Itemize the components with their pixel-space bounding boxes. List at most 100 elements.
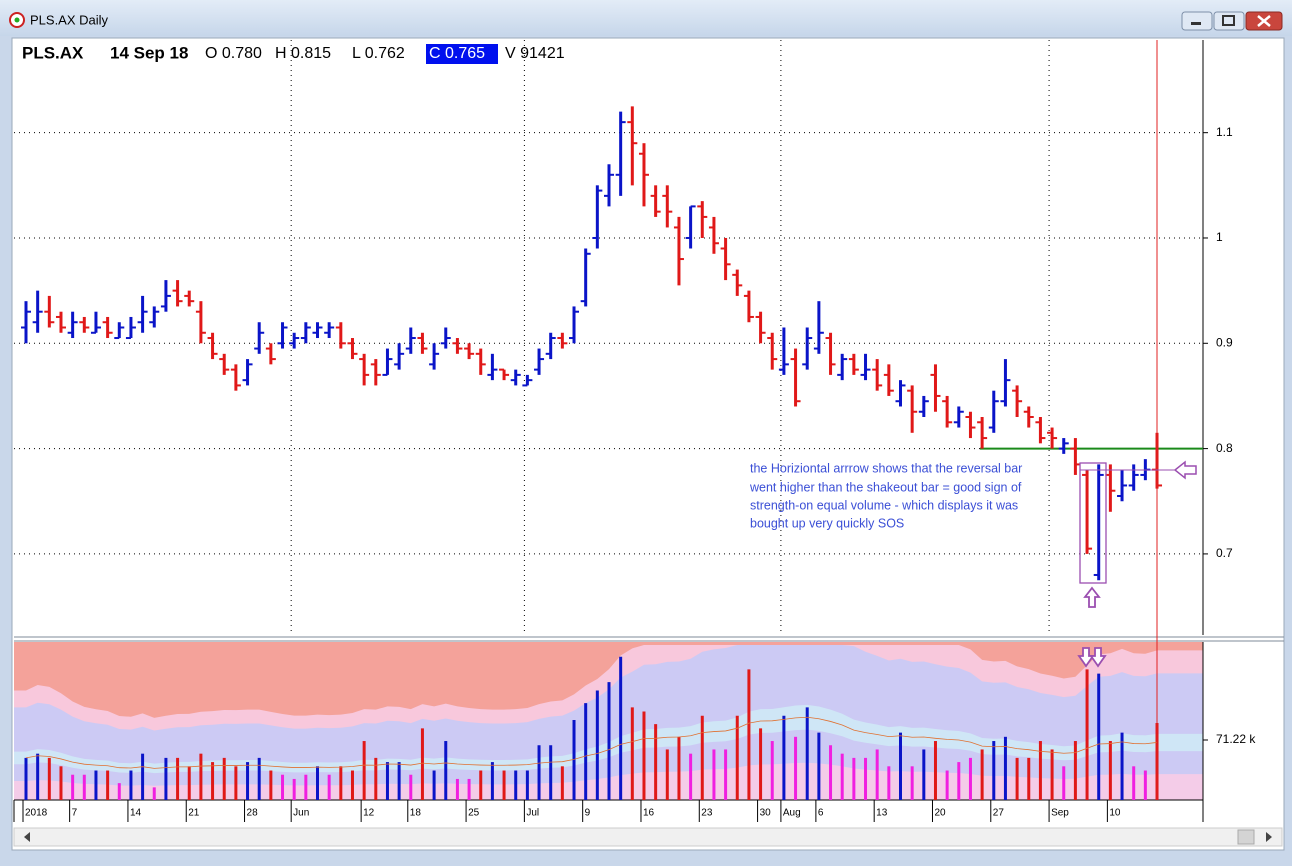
note-line: went higher than the shakeout bar = good… xyxy=(749,480,1022,494)
price-bar xyxy=(802,327,813,370)
price-bar xyxy=(429,343,440,370)
price-bar xyxy=(137,295,148,333)
price-bar xyxy=(405,327,416,354)
close-readout: C 0.765 xyxy=(429,45,485,62)
price-bar xyxy=(32,290,43,333)
chart: 0.7 0.8 0.9 1 1.1 71.22 k 2018 7 14 21 28 Jun 12 18 25… xyxy=(13,40,1256,822)
x-tick-label: 21 xyxy=(188,808,200,819)
price-bar xyxy=(67,311,78,339)
highlight-box xyxy=(1079,462,1107,584)
price-bar xyxy=(277,322,288,349)
price-bar xyxy=(21,301,31,344)
maximize-button[interactable] xyxy=(1213,11,1245,31)
price-bar xyxy=(1058,438,1069,454)
note-line: the Horiziontal arrrow shows that the re… xyxy=(750,461,1022,475)
app-icon-dot xyxy=(14,17,20,23)
price-bar xyxy=(289,332,300,349)
scroll-thumb[interactable] xyxy=(1237,829,1255,845)
price-bar xyxy=(499,368,510,381)
close-button[interactable] xyxy=(1245,11,1283,31)
price-bar xyxy=(604,164,614,207)
y-tick-label: 1 xyxy=(1216,230,1223,244)
volume-readout: V 91421 xyxy=(505,45,565,62)
price-bar xyxy=(1000,359,1011,407)
price-bar xyxy=(895,380,906,407)
x-tick-label: 23 xyxy=(701,808,713,819)
high-readout: H 0.815 xyxy=(275,45,331,62)
price-bar xyxy=(230,364,241,391)
price-bar xyxy=(44,295,55,328)
price-bar xyxy=(697,201,708,238)
price-bar xyxy=(522,374,533,387)
price-bar xyxy=(720,237,731,281)
price-bar xyxy=(160,280,171,312)
price-bar xyxy=(615,111,626,196)
price-bar xyxy=(195,301,206,344)
price-bar xyxy=(569,306,580,344)
price-bar xyxy=(1012,385,1023,418)
price-bar xyxy=(487,353,498,381)
y-tick-label: 0.9 xyxy=(1216,335,1233,349)
price-bar xyxy=(650,185,661,217)
x-tick-label: 7 xyxy=(72,808,78,819)
x-tick-label: 6 xyxy=(818,808,824,819)
price-bar xyxy=(545,332,556,360)
symbol: PLS.AX xyxy=(22,43,84,62)
scroll-left[interactable] xyxy=(24,832,30,842)
price-bar xyxy=(860,353,871,381)
price-bar xyxy=(370,359,381,386)
price-bar xyxy=(417,332,428,354)
price-bar xyxy=(743,290,754,323)
price-bar xyxy=(254,322,265,354)
x-tick-label: 9 xyxy=(585,808,591,819)
y-tick-label: 0.8 xyxy=(1216,441,1233,455)
price-bar xyxy=(1117,469,1128,502)
price-bar xyxy=(557,332,568,349)
note-line: bought up very quickly SOS xyxy=(750,516,904,530)
x-tick-label: Jun xyxy=(293,808,309,819)
price-bar xyxy=(580,248,591,307)
left-arrow xyxy=(1173,460,1197,480)
up-arrow xyxy=(1083,586,1101,608)
price-bar xyxy=(1047,427,1058,449)
price-bar xyxy=(883,364,894,396)
price-bar xyxy=(394,343,405,370)
y-tick-label: 1.1 xyxy=(1216,125,1233,139)
price-bar xyxy=(942,395,953,428)
y-tick-label: 71.22 k xyxy=(1216,732,1256,746)
x-tick-label: 28 xyxy=(247,808,259,819)
price-bar xyxy=(114,322,125,340)
price-bar xyxy=(440,327,451,349)
x-tick-label: 30 xyxy=(760,808,772,819)
price-bar xyxy=(1093,464,1104,581)
price-bar xyxy=(464,343,475,360)
price-bar xyxy=(965,411,976,439)
price-bar xyxy=(55,311,66,333)
price-bar xyxy=(219,353,230,375)
price-bar xyxy=(872,359,883,391)
price-bar xyxy=(1035,417,1046,444)
price-bar xyxy=(90,311,101,334)
price-bar xyxy=(662,185,673,228)
price-bar xyxy=(1128,464,1139,491)
scrollbar[interactable] xyxy=(13,827,1283,847)
price-bar xyxy=(149,306,160,328)
scroll-right[interactable] xyxy=(1266,832,1272,842)
price-bar xyxy=(265,343,276,365)
price-bar xyxy=(475,348,486,375)
price-bar xyxy=(382,348,393,376)
price-bar xyxy=(918,395,929,418)
price-bar xyxy=(184,290,195,307)
price-bar xyxy=(685,205,696,249)
price-bar xyxy=(837,353,848,381)
minimize-button[interactable] xyxy=(1181,11,1213,31)
x-tick-label: 14 xyxy=(130,808,142,819)
price-bar xyxy=(790,348,801,407)
price-bar xyxy=(312,322,323,339)
price-bar xyxy=(767,332,778,370)
price-bar xyxy=(930,364,941,412)
header: PLS.AX 14 Sep 18 O 0.780 H 0.815 L 0.762… xyxy=(22,43,565,64)
x-tick-label: 2018 xyxy=(25,808,48,819)
